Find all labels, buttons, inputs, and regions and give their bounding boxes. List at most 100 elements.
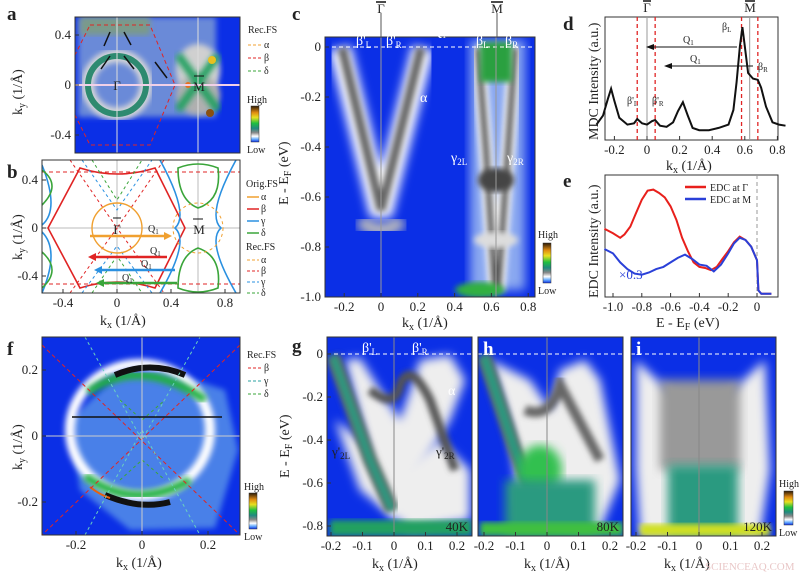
- panel-letter-c: c: [292, 4, 300, 25]
- beta-R-label: βR: [758, 62, 768, 74]
- x-tick-label: -1.0: [603, 299, 624, 314]
- scan-arrows: [100, 31, 168, 79]
- beta-prime-L-label: β'L: [627, 96, 638, 108]
- beta-prime-L-label: β'L: [356, 34, 371, 50]
- x-tick-label: 0.8: [769, 142, 785, 157]
- beta-L-label: βL: [476, 34, 489, 50]
- plot-frame: [630, 336, 777, 537]
- legend-item: β: [261, 204, 266, 215]
- panel-letter-g: g: [292, 336, 302, 357]
- arpes-map-h: [478, 337, 623, 536]
- x-tick-label: 0.2: [200, 537, 216, 552]
- x-tick-label: -0.2: [66, 537, 87, 552]
- x-tick-label: 0.4: [163, 295, 180, 310]
- colorbar-c: High Low: [538, 230, 558, 297]
- arpes-map-g: [327, 337, 472, 536]
- m-point-label: M: [491, 1, 503, 16]
- q1-label: Q1: [141, 259, 152, 271]
- beta-prime-L-label: β'L: [362, 341, 377, 357]
- x-axis-label-i: kx (1/Å): [664, 556, 710, 573]
- panel-letter-i: i: [636, 339, 641, 360]
- legend-item: δ: [261, 228, 266, 239]
- x-tick-label: -0.1: [352, 538, 373, 553]
- legend-item: β: [264, 53, 269, 64]
- y-axis-label-d: MDC Intensity (a.u.): [587, 22, 602, 140]
- x-tick-label: -0.2: [474, 538, 495, 553]
- m-point-label: M: [193, 222, 205, 237]
- x-tick-label: 0.4: [446, 299, 463, 314]
- gamma-point-label: Γ: [643, 0, 651, 15]
- q1-label: Q1: [432, 25, 446, 40]
- legend-f: Rec.FS β γ δ: [247, 350, 276, 400]
- panel-letter-f: f: [7, 339, 14, 360]
- legend-title: Rec.FS: [248, 25, 277, 36]
- x-tick-label: -0.1: [657, 538, 678, 553]
- x-tick-label: -0.2: [334, 299, 355, 314]
- x-tick-label: -0.1: [505, 538, 526, 553]
- y-tick-label: 0.4: [55, 27, 72, 42]
- x-tick-label: 0.2: [671, 142, 687, 157]
- x-tick-label: 0.6: [737, 142, 754, 157]
- panel-b: b Γ M Q1 Q1 Q1 Q1 ky (1/Å) kx (1/Å) Orig…: [7, 159, 278, 331]
- colorbar-a: High Low: [247, 95, 267, 156]
- panel-a: a Γ M ky (1/Å) Rec.FS α β δ High Low: [7, 4, 277, 156]
- y-axis-label-f: ky (1/Å): [10, 424, 28, 470]
- x-tick-label: 0.6: [483, 299, 500, 314]
- y-tick-label: -0.4: [302, 432, 323, 447]
- y-tick-label: 0: [317, 346, 324, 361]
- x-tick-label: 0: [391, 538, 398, 553]
- x-tick-label: 0.2: [602, 538, 618, 553]
- x-tick-label: 0.8: [520, 299, 536, 314]
- edc-plot: [603, 175, 772, 297]
- temperature-label: 40K: [446, 519, 469, 534]
- watermark: SCIENCEAQ.COM: [705, 561, 795, 573]
- fermi-surface-sketch: [42, 160, 240, 293]
- temperature-label: 80K: [597, 519, 620, 534]
- plot-frame: [324, 36, 536, 298]
- colorbar-high-label: High: [779, 479, 799, 490]
- y-tick-label: 0: [32, 220, 39, 235]
- y-tick-label: 0: [65, 77, 72, 92]
- x-tick-label: -0.6: [660, 299, 681, 314]
- colorbar-high-label: High: [244, 482, 264, 493]
- x-tick-label: -0.4: [53, 295, 74, 310]
- gamma-point-label: Γ: [113, 222, 121, 237]
- legend-item: δ: [264, 389, 269, 400]
- legend-a: Rec.FS α β δ: [248, 25, 277, 77]
- beta-prime-R-label: β'R: [652, 96, 664, 108]
- legend-item: δ: [261, 288, 266, 299]
- beta-prime-R-label: β'R: [386, 34, 402, 50]
- q1-arrows-d: [646, 44, 753, 69]
- legend-item: α: [264, 40, 270, 51]
- colorbar-high-label: High: [538, 230, 558, 241]
- y-tick-label: 0.4: [22, 172, 39, 187]
- legend-item: α: [261, 255, 267, 266]
- legend-b: Orig.FS α β γ δ Rec.FS α β γ δ: [246, 179, 278, 299]
- axis-ticks: 0.4 0 -0.4 -0.4 0 0.4 0.8 0.4 0 -0.4 -0.2 0 0.2 0.4 0.…: [17, 27, 785, 553]
- colorbar-low-label: Low: [779, 528, 798, 539]
- arpes-map-c: [325, 37, 535, 297]
- gamma-point-label: Γ: [377, 1, 385, 16]
- legend-title: Orig.FS: [246, 179, 278, 190]
- q1-label: Q1: [122, 273, 133, 285]
- beta-prime-R-label: β'R: [412, 341, 428, 357]
- panel-letter-a: a: [7, 4, 17, 25]
- x-tick-label: 0: [696, 538, 703, 553]
- x-tick-label: 0: [139, 537, 146, 552]
- q1-label: Q1: [683, 35, 694, 47]
- plot-frame: [477, 336, 624, 537]
- fermi-surface-map-f: [42, 337, 240, 535]
- colorbar-low-label: Low: [244, 532, 263, 543]
- legend-item: EDC at Γ: [710, 183, 748, 194]
- y-tick-label: 0.2: [22, 362, 38, 377]
- colorbar-high-label: High: [247, 95, 267, 106]
- x-axis-label-e: E - EF (eV): [656, 316, 720, 333]
- mdc-curve: [595, 26, 786, 132]
- scale-factor-label: ×0.3: [619, 267, 643, 282]
- colorbar-low-label: Low: [247, 145, 266, 156]
- temperature-label: 120K: [743, 519, 773, 534]
- alpha-label: α: [420, 91, 428, 106]
- y-tick-label: -0.8: [302, 518, 323, 533]
- y-tick-label: -0.6: [302, 475, 323, 490]
- x-tick-label: -0.4: [689, 299, 710, 314]
